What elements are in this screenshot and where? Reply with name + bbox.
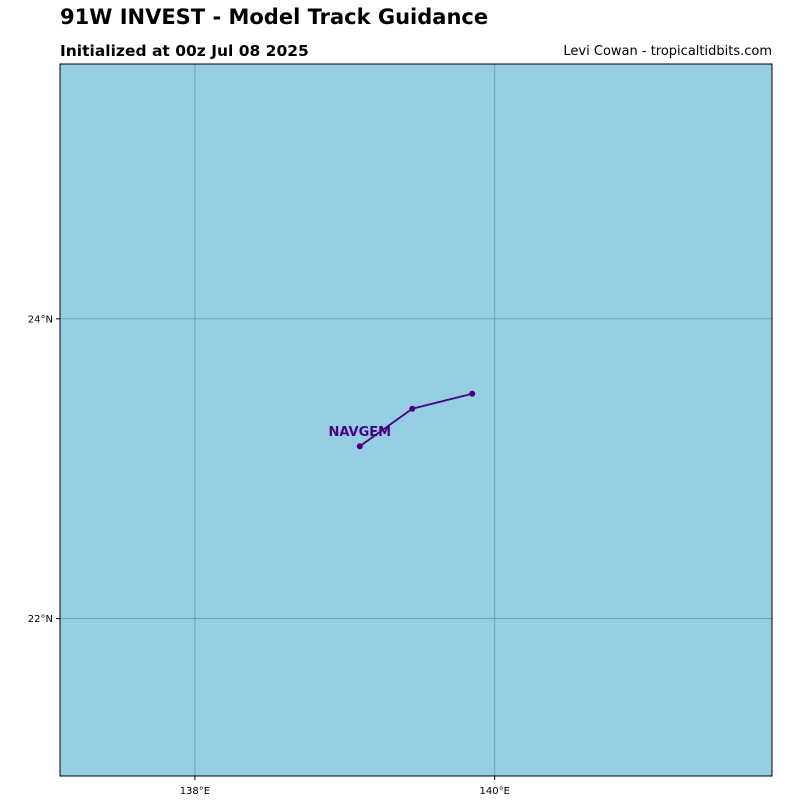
- track-model-label: NAVGEM: [328, 425, 391, 440]
- track-point: [409, 405, 416, 412]
- track-point: [356, 443, 363, 450]
- gridlines: [60, 64, 772, 776]
- model-tracks: NAVGEM: [328, 390, 476, 450]
- lon-tick-label: 140°E: [479, 786, 509, 797]
- map-frame: [59, 63, 773, 777]
- init-time-subtitle: Initialized at 00z Jul 08 2025: [60, 42, 309, 60]
- lon-tick-label: 138°E: [180, 786, 210, 797]
- ocean-background: [60, 64, 772, 776]
- lat-tick-label: 22°N: [28, 614, 53, 625]
- credit-text: Levi Cowan - tropicaltidbits.com: [563, 44, 772, 59]
- axis-ticks: 24°N 22°N 138°E 140°E: [28, 314, 510, 797]
- page-title: 91W INVEST - Model Track Guidance: [60, 5, 489, 29]
- lat-tick-label: 24°N: [28, 314, 53, 325]
- track-point: [469, 390, 476, 397]
